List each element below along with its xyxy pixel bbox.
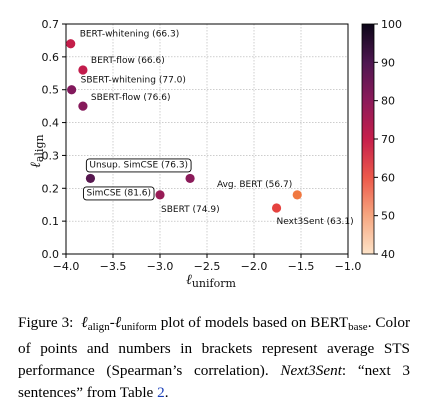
data-label-box (82, 186, 155, 201)
data-label-box (85, 158, 192, 173)
caption-dash: - (109, 314, 115, 331)
data-label: SBERT-flow (76.6) (91, 93, 171, 103)
colorbar-tick-label: 70 (381, 133, 395, 146)
data-label: Next3Sent (63.1) (277, 217, 354, 227)
data-point (78, 101, 88, 111)
data-label: BERT-flow (66.6) (91, 56, 165, 66)
data-label: SBERT-whitening (77.0) (81, 76, 186, 86)
x-tick-label: −1.5 (288, 260, 315, 273)
x-axis-label: ℓuniform (186, 272, 236, 290)
y-tick-label: 0.1 (42, 215, 60, 228)
caption-text-4: . (164, 384, 169, 401)
y-tick-label: 0.2 (42, 182, 60, 195)
x-tick-label: −3.5 (100, 260, 127, 273)
x-tick-label: −2.0 (241, 260, 268, 273)
y-tick-label: 0.3 (42, 149, 60, 162)
x-tick-label: −1.0 (335, 260, 362, 273)
colorbar-tick-label: 50 (381, 210, 395, 223)
colorbar-tick-label: 60 (381, 171, 395, 184)
caption-next3sent: Next3Sent (280, 362, 342, 379)
data-point (85, 173, 96, 184)
figure-caption: Figure 3: ℓalign-ℓuniform plot of models… (18, 312, 410, 404)
data-point (67, 85, 77, 95)
caption-text-1: plot of models based on (160, 314, 307, 331)
colorbar-tick-label: 40 (381, 248, 395, 261)
caption-l-uniform: ℓ (114, 314, 122, 331)
y-axis-ticks: 0.0 0.1 0.2 0.3 0.4 0.5 0.6 0.7 (42, 18, 66, 261)
alignment-uniformity-chart: −4.0 −3.5 −3.0 −2.5 −2.0 −1.5 −1.0 0.00.10.20.… (28, 18, 402, 290)
y-tick-label: 0.4 (42, 117, 60, 130)
data-points (66, 39, 302, 213)
x-tick-label: −2.5 (194, 260, 221, 273)
colorbar-ticks: 40 50 60 70 80 90 100 (374, 18, 402, 261)
caption-table-ref[interactable]: 2 (157, 384, 165, 401)
colorbar-tick-label: 100 (381, 18, 402, 31)
data-label: SimCSE (81.6) (86, 188, 151, 198)
data-point (66, 39, 76, 49)
y-tick-label: 0.0 (42, 248, 60, 261)
caption-l-uniform-sub: uniform (121, 321, 157, 333)
data-label: SBERT (74.9) (161, 205, 220, 215)
x-tick-label: −3.0 (147, 260, 174, 273)
data-point (155, 190, 165, 200)
caption-l-align: ℓ (81, 314, 88, 331)
x-tick-label: −4.0 (53, 260, 80, 273)
x-axis-ticks: −4.0 −3.5 −3.0 −2.5 −2.0 −1.5 −1.0 (53, 254, 362, 273)
data-label: Avg. BERT (56.7) (217, 180, 292, 190)
caption-l-align-sub: align (87, 321, 110, 333)
data-point (185, 173, 195, 184)
data-point (292, 190, 302, 200)
caption-text-3: : “next 3 sentences” from Table (18, 362, 410, 401)
y-tick-label: 0.6 (42, 51, 60, 64)
colorbar (361, 23, 375, 255)
colorbar-tick-label: 80 (381, 95, 395, 108)
point-labels: BERT-whitening (66.3) BERT-flow (66.6) SBE… (80, 30, 354, 227)
y-axis-label: ℓalign (28, 134, 46, 168)
caption-figure-label: Figure 3: (18, 314, 74, 331)
caption-text-2: . Color of points and numbers in bracket… (18, 314, 410, 379)
caption-bert-sub: base (348, 321, 368, 333)
data-point (78, 65, 88, 75)
y-tick-label: 0.5 (42, 84, 60, 97)
data-label: BERT-whitening (66.3) (80, 30, 180, 40)
caption-bert: BERT (310, 314, 349, 331)
y-tick-label: 0.7 (42, 18, 60, 31)
data-label: Unsup. SimCSE (76.3) (89, 160, 188, 170)
data-point (271, 203, 282, 213)
colorbar-tick-label: 90 (381, 56, 395, 69)
